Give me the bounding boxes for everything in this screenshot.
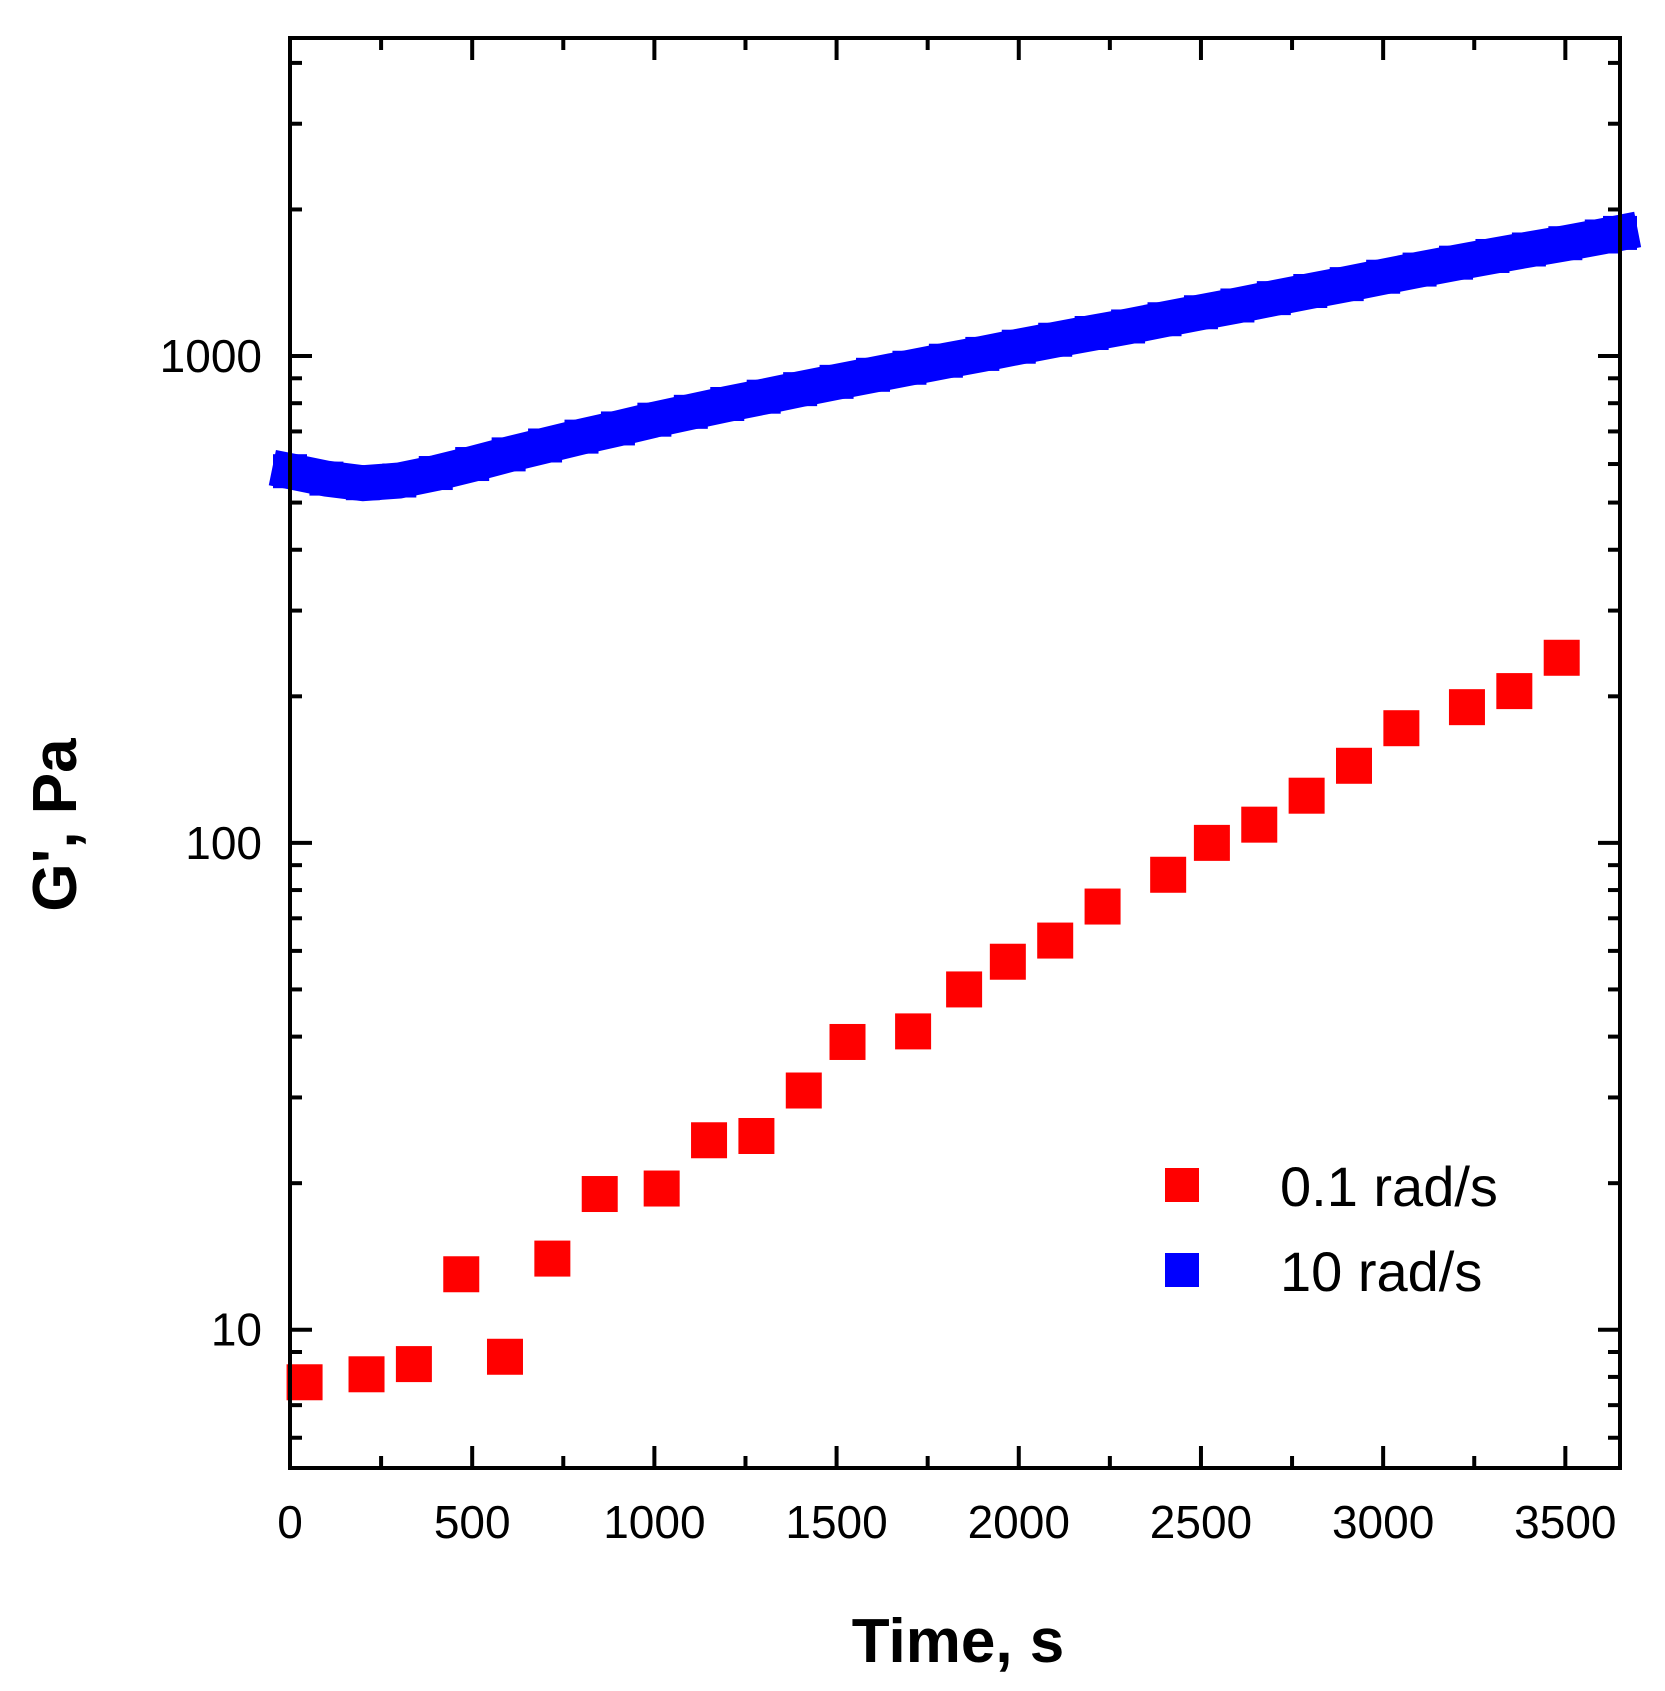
y-tick-label: 10 <box>211 1304 262 1356</box>
y-tick-label: 1000 <box>160 330 262 382</box>
data-point-10-rad-s <box>892 350 927 385</box>
data-point-0-1-rad-s <box>643 1170 680 1207</box>
data-point-10-rad-s <box>928 343 963 378</box>
data-point-10-rad-s <box>637 402 672 437</box>
series-10-rad-s <box>268 211 1642 502</box>
data-point-0-1-rad-s <box>534 1240 571 1277</box>
x-tick-label: 500 <box>434 1496 511 1548</box>
data-point-10-rad-s <box>418 456 453 491</box>
data-point-0-1-rad-s <box>1496 673 1533 710</box>
data-point-0-1-rad-s <box>946 971 983 1008</box>
data-point-0-1-rad-s <box>785 1072 822 1109</box>
data-point-0-1-rad-s <box>1336 747 1372 784</box>
data-point-10-rad-s <box>746 379 781 414</box>
data-point-10-rad-s <box>1111 309 1146 344</box>
data-point-10-rad-s <box>965 336 1000 371</box>
legend-marker-0-1-rad-s <box>1165 1168 1199 1202</box>
data-point-10-rad-s <box>345 466 380 501</box>
data-point-0-1-rad-s <box>348 1356 385 1393</box>
data-point-0-1-rad-s <box>1193 824 1230 861</box>
data-point-0-1-rad-s <box>829 1023 866 1060</box>
data-point-10-rad-s <box>309 461 344 496</box>
data-point-10-rad-s <box>1074 316 1109 351</box>
data-point-10-rad-s <box>455 447 490 482</box>
data-point-10-rad-s <box>600 411 635 446</box>
data-point-0-1-rad-s <box>738 1117 775 1154</box>
data-point-10-rad-s <box>382 463 417 498</box>
data-point-0-1-rad-s <box>443 1256 480 1293</box>
x-tick-label: 0 <box>277 1496 303 1548</box>
data-point-0-1-rad-s <box>1084 888 1121 925</box>
data-point-10-rad-s <box>673 394 708 429</box>
data-point-10-rad-s <box>491 437 526 472</box>
data-point-10-rad-s <box>1402 252 1437 287</box>
data-point-0-1-rad-s <box>1543 639 1580 676</box>
data-point-0-1-rad-s <box>1241 806 1278 843</box>
data-point-10-rad-s <box>1366 259 1401 294</box>
y-tick-label: 100 <box>185 817 262 869</box>
legend-label-10-rad-s: 10 rad/s <box>1280 1240 1482 1303</box>
data-point-10-rad-s <box>1475 238 1510 273</box>
data-point-10-rad-s <box>819 364 854 399</box>
data-point-10-rad-s <box>710 386 745 421</box>
data-point-10-rad-s <box>783 372 818 407</box>
y-axis-title: G', Pa <box>21 738 90 912</box>
data-point-10-rad-s <box>1256 281 1291 316</box>
data-point-10-rad-s <box>856 357 891 392</box>
data-point-10-rad-s <box>1511 232 1546 267</box>
data-point-0-1-rad-s <box>895 1013 932 1050</box>
data-point-10-rad-s <box>1293 274 1328 309</box>
x-tick-label: 2000 <box>968 1496 1070 1548</box>
data-point-0-1-rad-s <box>691 1122 728 1159</box>
legend: 0.1 rad/s 10 rad/s <box>1165 1155 1498 1303</box>
data-point-0-1-rad-s <box>1448 689 1485 726</box>
data-point-0-1-rad-s <box>395 1346 432 1383</box>
data-point-10-rad-s <box>1329 267 1364 302</box>
data-point-0-1-rad-s <box>1037 922 1074 959</box>
x-tick-label: 3500 <box>1514 1496 1616 1548</box>
data-point-0-1-rad-s <box>1383 710 1420 747</box>
data-point-0-1-rad-s <box>989 943 1026 980</box>
x-tick-label: 3000 <box>1332 1496 1434 1548</box>
data-point-0-1-rad-s <box>286 1364 323 1401</box>
data-point-10-rad-s <box>1038 322 1073 357</box>
x-tick-labels: 0 500 1000 1500 2000 2500 3000 3500 <box>277 1496 1616 1548</box>
data-point-10-rad-s <box>528 428 563 463</box>
data-point-0-1-rad-s <box>1288 777 1325 814</box>
legend-label-0-1-rad-s: 0.1 rad/s <box>1280 1155 1498 1218</box>
data-point-10-rad-s <box>1001 329 1036 364</box>
series-0-1-rad-s <box>286 639 1580 1401</box>
data-point-0-1-rad-s <box>581 1176 618 1213</box>
data-point-10-rad-s <box>1147 302 1182 337</box>
x-axis-title: Time, s <box>852 1607 1065 1676</box>
y-tick-labels: 10 100 1000 <box>160 330 262 1356</box>
data-point-10-rad-s <box>1439 245 1474 280</box>
data-point-10-rad-s <box>1183 295 1218 330</box>
x-tick-label: 2500 <box>1150 1496 1252 1548</box>
data-point-0-1-rad-s <box>486 1338 523 1375</box>
legend-marker-10-rad-s <box>1165 1253 1199 1287</box>
data-point-10-rad-s <box>1548 226 1583 261</box>
data-point-10-rad-s <box>564 419 599 454</box>
x-tick-label: 1500 <box>785 1496 887 1548</box>
x-tick-label: 1000 <box>603 1496 705 1548</box>
data-point-10-rad-s <box>1220 288 1255 323</box>
plot-frame <box>288 36 1622 1470</box>
data-point-0-1-rad-s <box>1150 856 1187 893</box>
